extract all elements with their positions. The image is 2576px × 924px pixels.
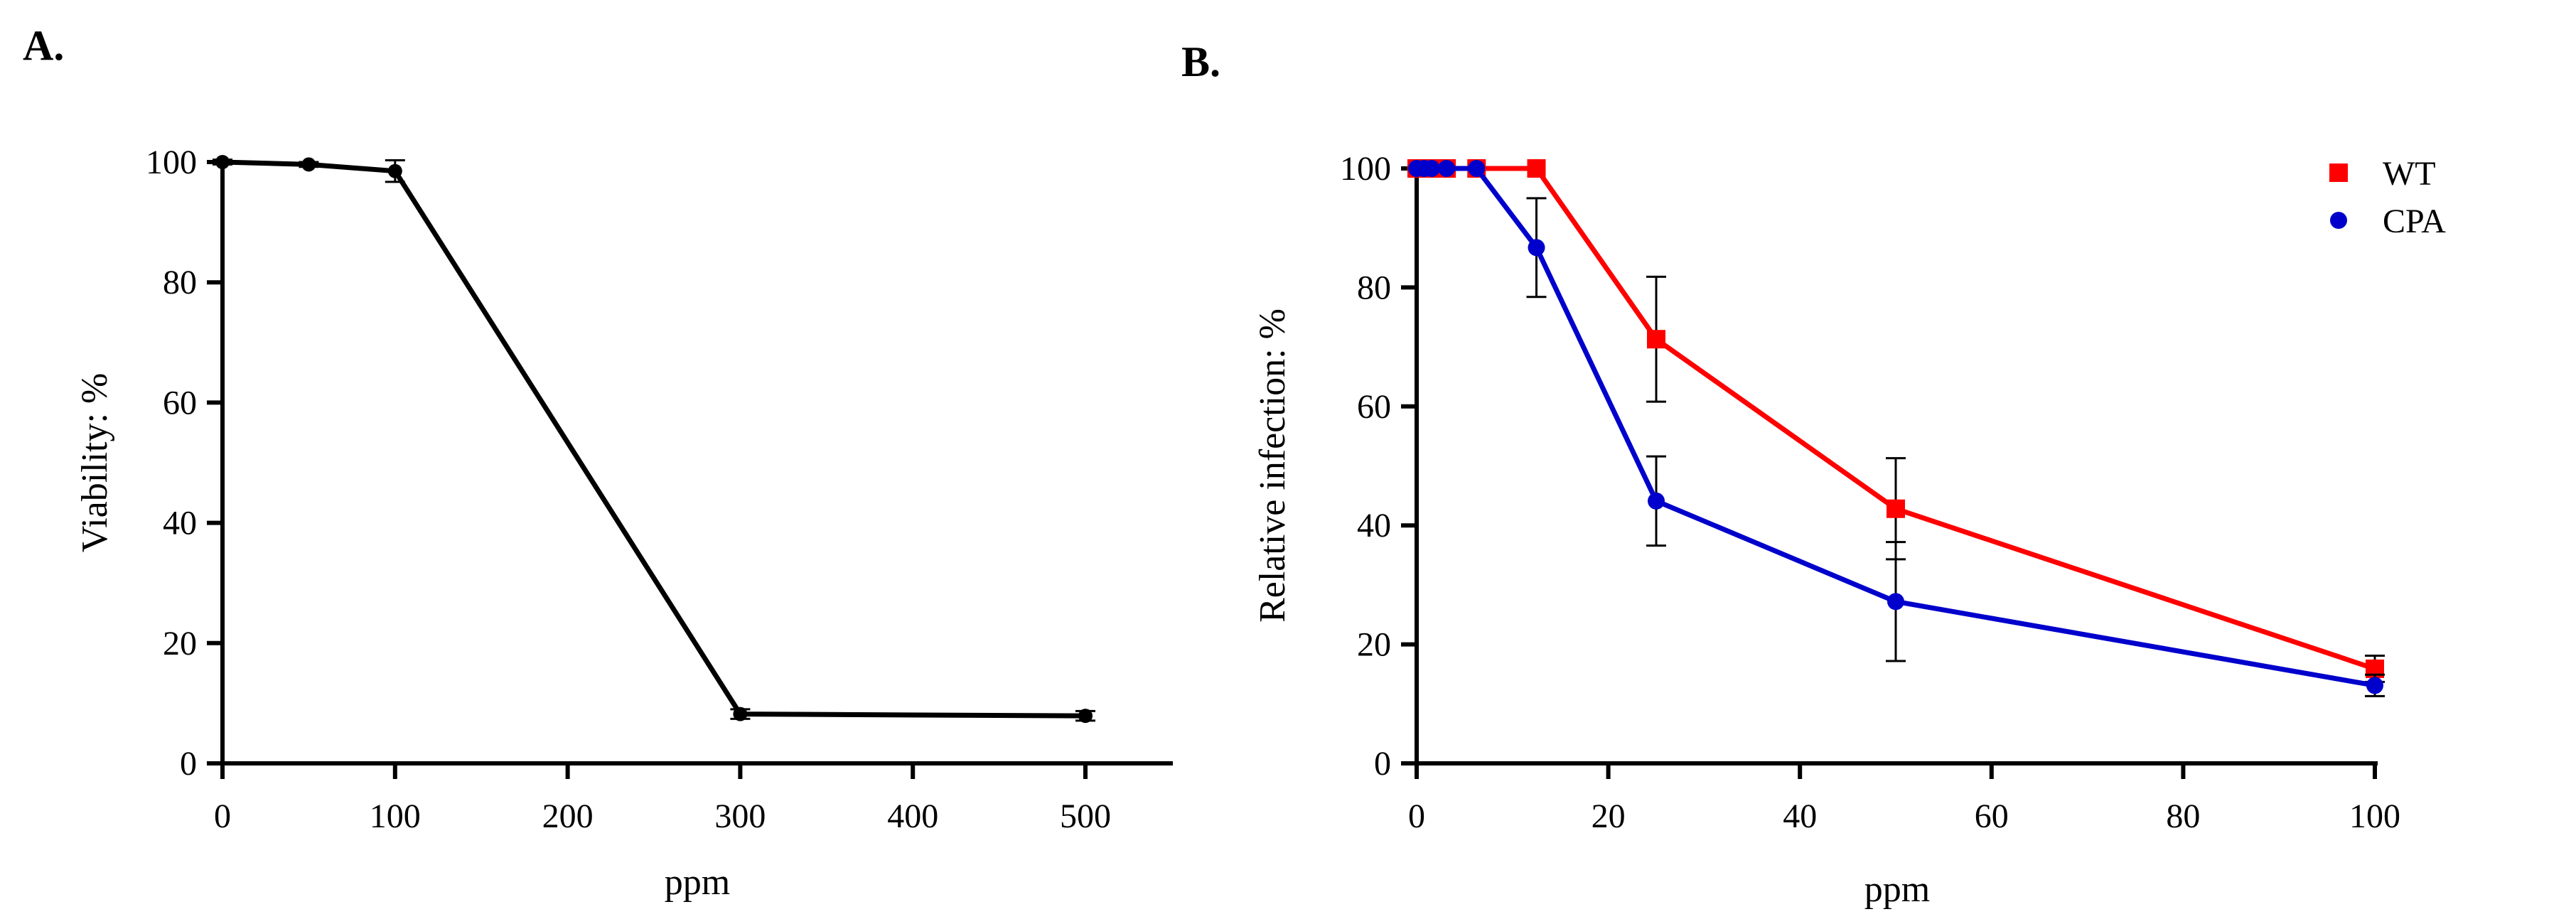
panel-a-series-viability-point xyxy=(215,155,230,169)
legend-wt-label: WT xyxy=(2383,155,2436,193)
panel-a: A. 0 100 200 300 400 500 0 20 40 60 80 100 ppm Via… xyxy=(23,22,1173,903)
panel-a-x-tick-label: 100 xyxy=(370,797,421,835)
panel-b-series-cpa-point xyxy=(1438,160,1456,177)
panel-b-series-cpa-point xyxy=(1528,239,1545,257)
legend-wt-marker xyxy=(2329,163,2348,182)
panel-a-x-tick-label: 500 xyxy=(1060,797,1111,835)
panel-a-series-viability-point xyxy=(1078,709,1093,724)
panel-b-series-cpa-point xyxy=(1648,492,1665,510)
panel-a-y-tick-label: 40 xyxy=(163,505,197,542)
panel-a-x-axis-title: ppm xyxy=(665,862,730,903)
panel-b-x-tick-label: 60 xyxy=(1975,797,2009,835)
panel-a-y-tick-label: 60 xyxy=(163,384,197,421)
panel-a-x-tick-label: 400 xyxy=(887,797,938,835)
panel-b-y-tick-label: 100 xyxy=(1340,150,1391,188)
panel-b-y-tick-label: 80 xyxy=(1357,269,1391,306)
panel-b-series-wt-point xyxy=(1527,159,1546,178)
panel-a-label: A. xyxy=(23,22,64,69)
panel-b-series-cpa-point xyxy=(1887,593,1904,611)
panel-a-y-tick-label: 100 xyxy=(146,144,197,181)
panel-b-legend: WT CPA xyxy=(2329,155,2446,240)
panel-b-x-tick-label: 20 xyxy=(1592,797,1626,835)
panel-b-series-wt-point xyxy=(1887,499,1905,518)
panel-b-y-tick-label: 40 xyxy=(1357,507,1391,544)
panel-b-y-axis-title: Relative infection: % xyxy=(1252,308,1293,623)
panel-b-series-cpa-point xyxy=(1423,160,1441,177)
panel-a-y-tick-label: 80 xyxy=(163,264,197,301)
panel-b-x-tick-label: 80 xyxy=(2166,797,2200,835)
panel-b-x-tick-label: 100 xyxy=(2349,797,2400,835)
panel-a-series-viability-point xyxy=(387,163,402,178)
panel-b-y-tick-label: 20 xyxy=(1357,626,1391,664)
legend-cpa-marker xyxy=(2330,212,2347,229)
panel-a-x-tick-label: 200 xyxy=(542,797,594,835)
panel-b-x-axis-title: ppm xyxy=(1864,869,1930,910)
panel-b-y-tick-label: 0 xyxy=(1374,745,1391,783)
panel-b-x-tick-label: 0 xyxy=(1408,797,1425,835)
panel-a-series-viability-point xyxy=(301,157,316,172)
legend-cpa-label: CPA xyxy=(2383,203,2446,240)
panel-b-series-wt-point xyxy=(1647,330,1665,349)
panel-b-series-cpa-point xyxy=(1468,160,1486,177)
panel-a-series-viability-point xyxy=(733,707,748,721)
panel-b-series-cpa-point xyxy=(2366,677,2383,694)
panel-b-label: B. xyxy=(1181,38,1220,85)
panel-a-x-tick-label: 300 xyxy=(714,797,766,835)
panel-a-y-tick-label: 20 xyxy=(163,625,197,662)
panel-a-x-tick-label: 0 xyxy=(214,797,231,835)
panel-a-y-tick-label: 0 xyxy=(180,745,197,783)
panel-b-x-tick-label: 40 xyxy=(1783,797,1817,835)
panel-a-y-axis-title: Viability: % xyxy=(75,373,115,553)
panel-b-y-tick-label: 60 xyxy=(1357,388,1391,426)
panel-b: B. 0 20 40 60 80 100 0 20 40 60 80 100 ppm Relativ… xyxy=(1181,38,2446,910)
